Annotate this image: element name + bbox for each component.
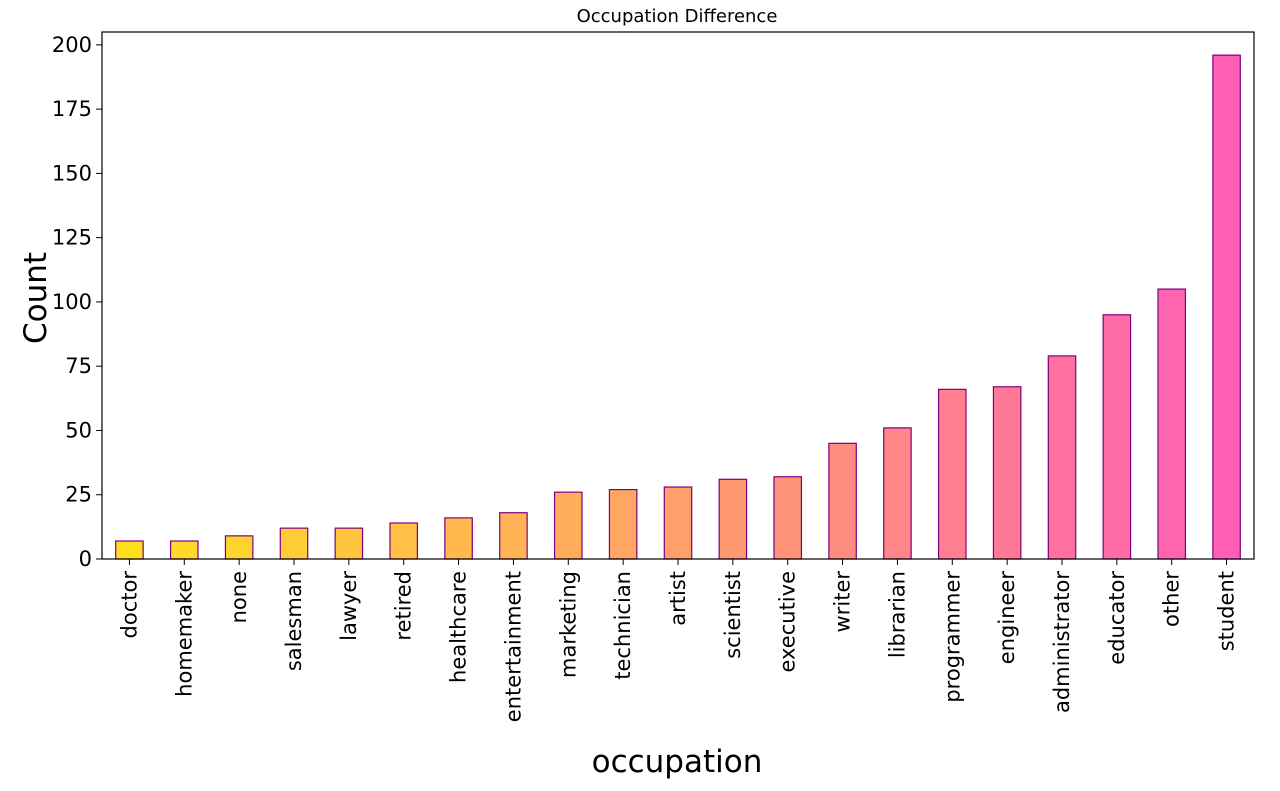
plot-frame — [101, 31, 1255, 560]
x-tick-label: technician — [611, 571, 635, 680]
x-axis: doctor homemaker none salesman lawyer retired… — [117, 559, 1239, 722]
y-tick-label: 75 — [65, 354, 92, 378]
bar-none — [224, 535, 254, 560]
x-tick-label: salesman — [282, 571, 306, 671]
bar-salesman — [279, 527, 309, 560]
bar-administrator — [1047, 355, 1077, 560]
y-axis: 0 25 50 75 100 125 150 175 200 — [52, 33, 102, 571]
x-tick-label: programmer — [940, 571, 964, 703]
bar-educator — [1102, 314, 1132, 560]
bar-other — [1157, 288, 1187, 560]
x-tick-label: lawyer — [337, 571, 361, 641]
x-tick-label: educator — [1105, 571, 1129, 665]
x-tick-label: other — [1160, 571, 1184, 627]
bar-librarian — [883, 427, 912, 560]
x-tick-label: doctor — [117, 571, 141, 639]
y-tick-label: 200 — [52, 33, 92, 57]
x-tick-label: executive — [776, 571, 800, 673]
bar-programmer — [937, 388, 967, 560]
bar-artist — [663, 486, 693, 560]
x-tick-label: librarian — [885, 571, 909, 658]
x-tick-label: artist — [666, 571, 690, 626]
y-tick-label: 175 — [52, 97, 92, 121]
x-axis-title: occupation — [592, 744, 763, 780]
bar-scientist — [718, 478, 748, 560]
x-tick-label: none — [227, 571, 251, 623]
chart-title: Occupation Difference — [577, 6, 778, 27]
y-tick-label: 50 — [65, 418, 92, 442]
bar-engineer — [992, 386, 1022, 560]
bar-lawyer — [334, 527, 364, 560]
bar-technician — [608, 488, 638, 560]
x-tick-label: entertainment — [501, 571, 525, 722]
x-tick-label: scientist — [721, 571, 745, 659]
bar-writer — [828, 442, 857, 560]
x-tick-label: engineer — [995, 571, 1019, 665]
y-tick-label: 125 — [52, 226, 92, 250]
y-axis-title: Count — [18, 252, 54, 344]
bars-layer — [115, 54, 1241, 560]
y-tick-label: 150 — [52, 161, 92, 185]
x-tick-label: administrator — [1050, 571, 1074, 713]
x-tick-label: marketing — [556, 571, 580, 678]
y-tick-label: 0 — [79, 547, 92, 571]
x-tick-label: healthcare — [447, 571, 471, 683]
bar-executive — [773, 476, 803, 560]
x-tick-label: student — [1215, 571, 1239, 651]
bar-entertainment — [499, 512, 528, 560]
bar-homemaker — [169, 540, 199, 560]
bar-student — [1212, 54, 1241, 560]
y-tick-label: 100 — [52, 290, 92, 314]
bar-healthcare — [444, 517, 473, 560]
bar-doctor — [115, 540, 144, 560]
bar-marketing — [553, 491, 583, 560]
x-tick-label: writer — [831, 571, 855, 633]
bar-retired — [389, 522, 419, 560]
x-tick-label: homemaker — [172, 571, 196, 697]
x-tick-label: retired — [392, 571, 416, 641]
y-tick-label: 25 — [65, 483, 92, 507]
